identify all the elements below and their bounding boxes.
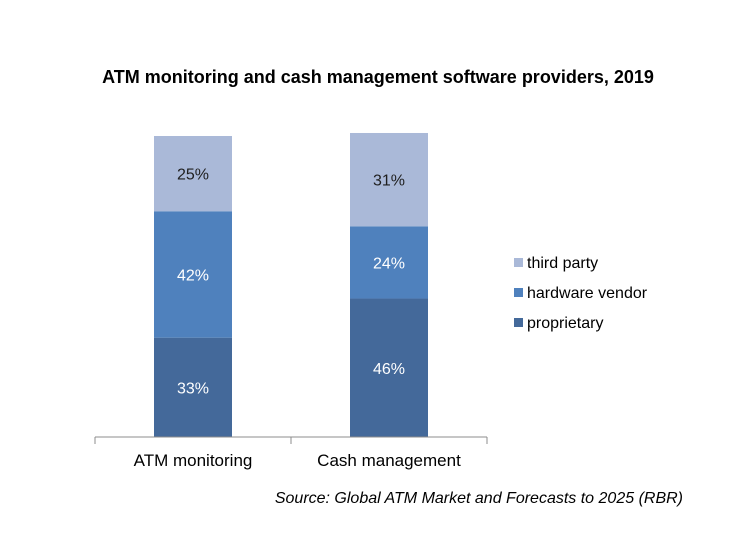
bar-segment — [350, 226, 428, 299]
legend-swatch — [514, 258, 523, 267]
data-label: 24% — [373, 255, 405, 272]
legend-label: proprietary — [527, 315, 603, 332]
bar-segment — [154, 136, 232, 212]
legend-swatch — [514, 318, 523, 327]
source-note: Source: Global ATM Market and Forecasts … — [275, 490, 683, 507]
category-label: ATM monitoring — [134, 451, 253, 470]
bar-segment — [154, 211, 232, 338]
data-label: 31% — [373, 173, 405, 190]
bar-segment — [350, 132, 428, 227]
x-axis-labels: ATM monitoring Cash management — [134, 451, 461, 470]
chart-title: ATM monitoring and cash management softw… — [102, 67, 654, 87]
legend-swatch — [514, 288, 523, 297]
legend-label: third party — [527, 255, 598, 272]
data-label: 42% — [177, 267, 209, 284]
category-label: Cash management — [317, 451, 461, 470]
data-label: 46% — [373, 361, 405, 378]
plot-area: 33% 42% 25% 46% 24% 31% — [154, 132, 428, 437]
legend-label: hardware vendor — [527, 285, 648, 302]
bar-segment — [154, 337, 232, 437]
legend: third party hardware vendor proprietary — [514, 255, 648, 332]
data-label: 33% — [177, 380, 209, 397]
bar-segment — [350, 298, 428, 437]
data-label: 25% — [177, 167, 209, 184]
